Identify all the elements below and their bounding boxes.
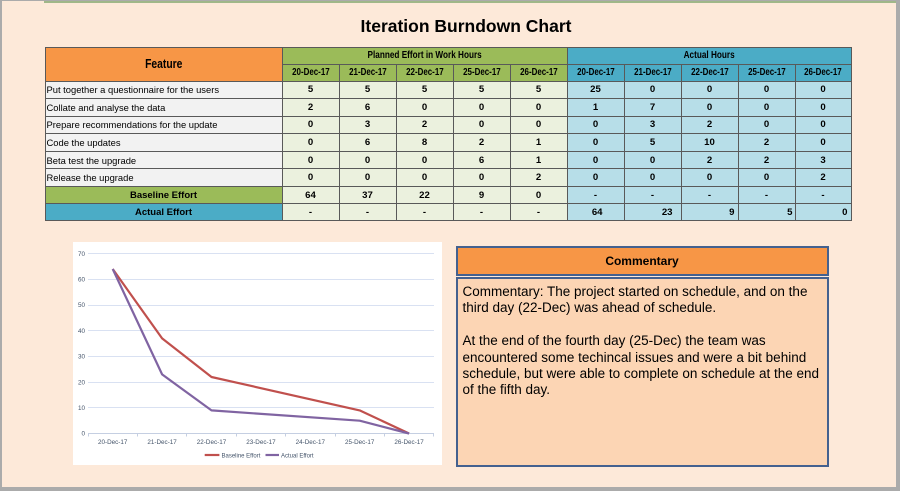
svg-text:25-Dec-17: 25-Dec-17 [345, 439, 375, 446]
svg-text:Baseline Effort: Baseline Effort [222, 453, 261, 459]
svg-text:60: 60 [78, 277, 86, 284]
svg-text:Actual Effort: Actual Effort [281, 453, 314, 459]
svg-text:70: 70 [78, 251, 86, 258]
svg-text:20: 20 [78, 379, 86, 386]
svg-text:50: 50 [78, 302, 86, 309]
svg-text:23-Dec-17: 23-Dec-17 [246, 439, 276, 446]
svg-text:24-Dec-17: 24-Dec-17 [296, 439, 326, 446]
svg-text:30: 30 [78, 354, 86, 361]
svg-text:40: 40 [78, 328, 86, 335]
svg-text:20-Dec-17: 20-Dec-17 [98, 439, 128, 446]
svg-text:10: 10 [78, 405, 86, 412]
svg-text:0: 0 [81, 431, 85, 438]
svg-text:21-Dec-17: 21-Dec-17 [147, 439, 177, 446]
svg-text:26-Dec-17: 26-Dec-17 [394, 439, 424, 446]
svg-text:22-Dec-17: 22-Dec-17 [197, 439, 227, 446]
